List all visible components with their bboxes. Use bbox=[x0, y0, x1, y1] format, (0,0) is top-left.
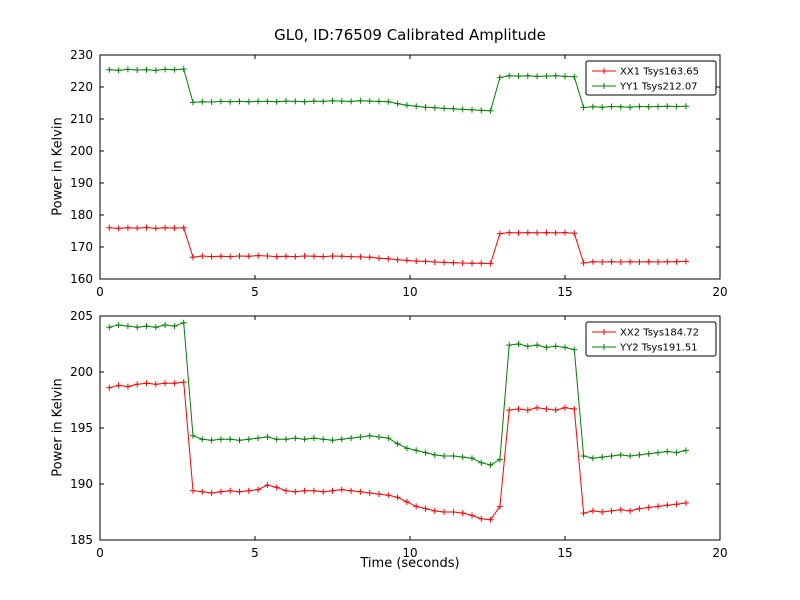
legend-sample-marker bbox=[601, 344, 607, 350]
y-tick-label: 190 bbox=[70, 477, 93, 491]
x-tick-label: 15 bbox=[557, 546, 572, 560]
y-tick-label: 195 bbox=[70, 421, 93, 435]
series-markers bbox=[106, 319, 689, 468]
y-tick-label: 220 bbox=[70, 80, 93, 94]
legend-sample-marker bbox=[601, 68, 607, 74]
legend-label: XX2 Tsys184.72 bbox=[620, 328, 699, 339]
y-tick-label: 230 bbox=[70, 48, 93, 62]
x-axis-label: Time (seconds) bbox=[360, 556, 460, 571]
y-tick-label: 205 bbox=[70, 309, 93, 323]
plot-bottom: 0 5 10 15 20 185 190 195 200 205 XX2 Tsys184.72 YY2… bbox=[70, 309, 728, 560]
y-tick-label: 180 bbox=[70, 208, 93, 222]
x-tick-label: 15 bbox=[557, 285, 572, 299]
x-tick-label: 20 bbox=[712, 546, 727, 560]
y-tick-label: 200 bbox=[70, 365, 93, 379]
y-tick-label: 200 bbox=[70, 144, 93, 158]
x-tick-label: 5 bbox=[251, 285, 259, 299]
x-tick-label: 10 bbox=[402, 546, 417, 560]
plot-top: 0 5 10 15 20 160 170 180 190 200 210 220 230 XX1 Tsys… bbox=[70, 48, 728, 299]
legend-label: XX1 Tsys163.65 bbox=[620, 67, 699, 78]
x-tick-label: 0 bbox=[96, 285, 104, 299]
x-tick-label: 0 bbox=[96, 546, 104, 560]
y-tick-label: 190 bbox=[70, 176, 93, 190]
legend-label: YY2 Tsys191.51 bbox=[619, 343, 698, 354]
y-tick-label: 210 bbox=[70, 112, 93, 126]
series-markers bbox=[106, 66, 689, 114]
y-tick-label: 160 bbox=[70, 272, 93, 286]
y-tick-label: 170 bbox=[70, 240, 93, 254]
legend-box bbox=[585, 321, 717, 357]
legend-sample-marker bbox=[601, 83, 607, 89]
x-tick-label: 20 bbox=[712, 285, 727, 299]
legend-sample-marker bbox=[601, 329, 607, 335]
y-tick-label: 185 bbox=[70, 533, 93, 547]
legend-box bbox=[585, 60, 717, 96]
figure-title: GL0, ID:76509 Calibrated Amplitude bbox=[274, 26, 546, 44]
series-markers bbox=[106, 379, 689, 523]
series-markers bbox=[106, 224, 689, 267]
legend-label: YY1 Tsys212.07 bbox=[619, 82, 698, 93]
x-tick-label: 5 bbox=[251, 546, 259, 560]
x-tick-label: 10 bbox=[402, 285, 417, 299]
